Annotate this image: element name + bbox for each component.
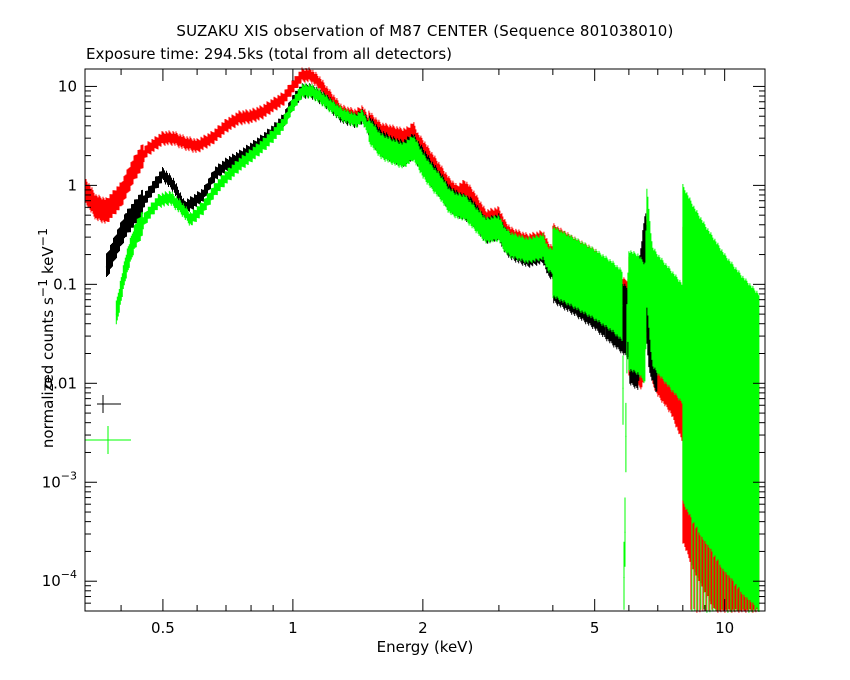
- chart-title: SUZAKU XIS observation of M87 CENTER (Se…: [176, 22, 674, 40]
- x-tick-label: 1: [288, 619, 298, 637]
- y-tick-label-base: 10: [58, 77, 77, 95]
- y-tick-label: 0.1: [53, 275, 77, 293]
- x-axis-label: Energy (keV): [376, 638, 474, 656]
- x-tick-label: 5: [590, 619, 600, 637]
- y-tick-label: 0.01: [44, 374, 77, 392]
- series-layer: [84, 67, 760, 613]
- y-tick-label-base: 10: [42, 572, 61, 590]
- y-tick-label: 10−4: [42, 568, 77, 590]
- x-tick-label: 10: [715, 619, 734, 637]
- chart-subtitle: Exposure time: 294.5ks (total from all d…: [86, 45, 453, 63]
- y-tick-label: 10: [58, 77, 77, 95]
- series-2: [115, 83, 760, 613]
- x-tick-label: 0.5: [151, 619, 175, 637]
- series-errorbars: [115, 83, 760, 613]
- y-tick-label-base: 0.01: [44, 374, 77, 392]
- y-tick-label: 1: [67, 176, 77, 194]
- y-tick-label: 10−3: [42, 469, 77, 491]
- y-tick-label-base: 1: [67, 176, 77, 194]
- y-tick-label-exponent: −4: [61, 568, 77, 581]
- y-tick-label-exponent: −3: [61, 469, 77, 482]
- y-tick-label-base: 0.1: [53, 275, 77, 293]
- x-tick-label: 2: [418, 619, 428, 637]
- error-bar-legend: [85, 395, 131, 454]
- y-tick-label-base: 10: [42, 473, 61, 491]
- plot-frame: [84, 68, 766, 612]
